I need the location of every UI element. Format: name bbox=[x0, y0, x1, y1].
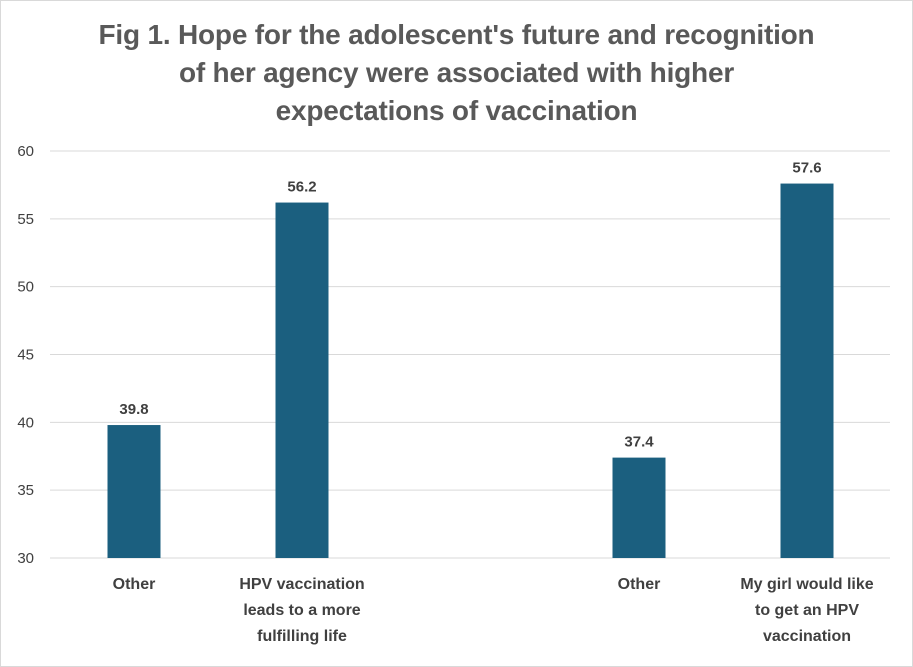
category-label-line: Other bbox=[112, 576, 156, 593]
category-label-line: HPV vaccination bbox=[239, 576, 365, 593]
category-label-line: My girl would like bbox=[740, 576, 874, 593]
y-tick-label: 50 bbox=[17, 279, 34, 296]
data-label-2: 56.2 bbox=[287, 179, 316, 196]
category-label-line: fulfilling life bbox=[257, 628, 347, 645]
y-tick-label: 40 bbox=[17, 414, 34, 431]
y-tick-label: 60 bbox=[17, 143, 34, 160]
data-label-3: 37.4 bbox=[624, 434, 654, 451]
y-tick-label: 55 bbox=[17, 211, 34, 228]
chart-title-line-1: Fig 1. Hope for the adolescent's future … bbox=[98, 19, 815, 50]
category-label-2: HPV vaccination leads to a more fulfilling… bbox=[217, 572, 387, 650]
chart-title-line-3: expectations of vaccination bbox=[275, 95, 638, 126]
category-label-line: leads to a more bbox=[243, 602, 361, 619]
bar-3 bbox=[612, 457, 666, 558]
chart-title-line-2: of her agency were associated with highe… bbox=[178, 57, 735, 88]
category-label-1: Other bbox=[49, 572, 219, 598]
category-label-line: vaccination bbox=[762, 628, 852, 645]
chart-title: Fig 1. Hope for the adolescent's future … bbox=[60, 16, 853, 130]
bar-2 bbox=[275, 202, 329, 558]
category-label-3: Other bbox=[554, 572, 724, 598]
y-tick-label: 30 bbox=[17, 550, 34, 567]
category-label-line: Other bbox=[617, 576, 661, 593]
category-label-line: to get an HPV bbox=[754, 602, 859, 619]
data-label-1: 39.8 bbox=[119, 401, 148, 418]
bar-1 bbox=[107, 425, 161, 558]
data-label-4: 57.6 bbox=[792, 160, 821, 177]
category-label-4: My girl would like to get an HPV vaccinati… bbox=[722, 572, 892, 650]
bar-4 bbox=[780, 183, 834, 558]
y-tick-label: 35 bbox=[17, 482, 34, 499]
y-tick-label: 45 bbox=[17, 347, 34, 364]
